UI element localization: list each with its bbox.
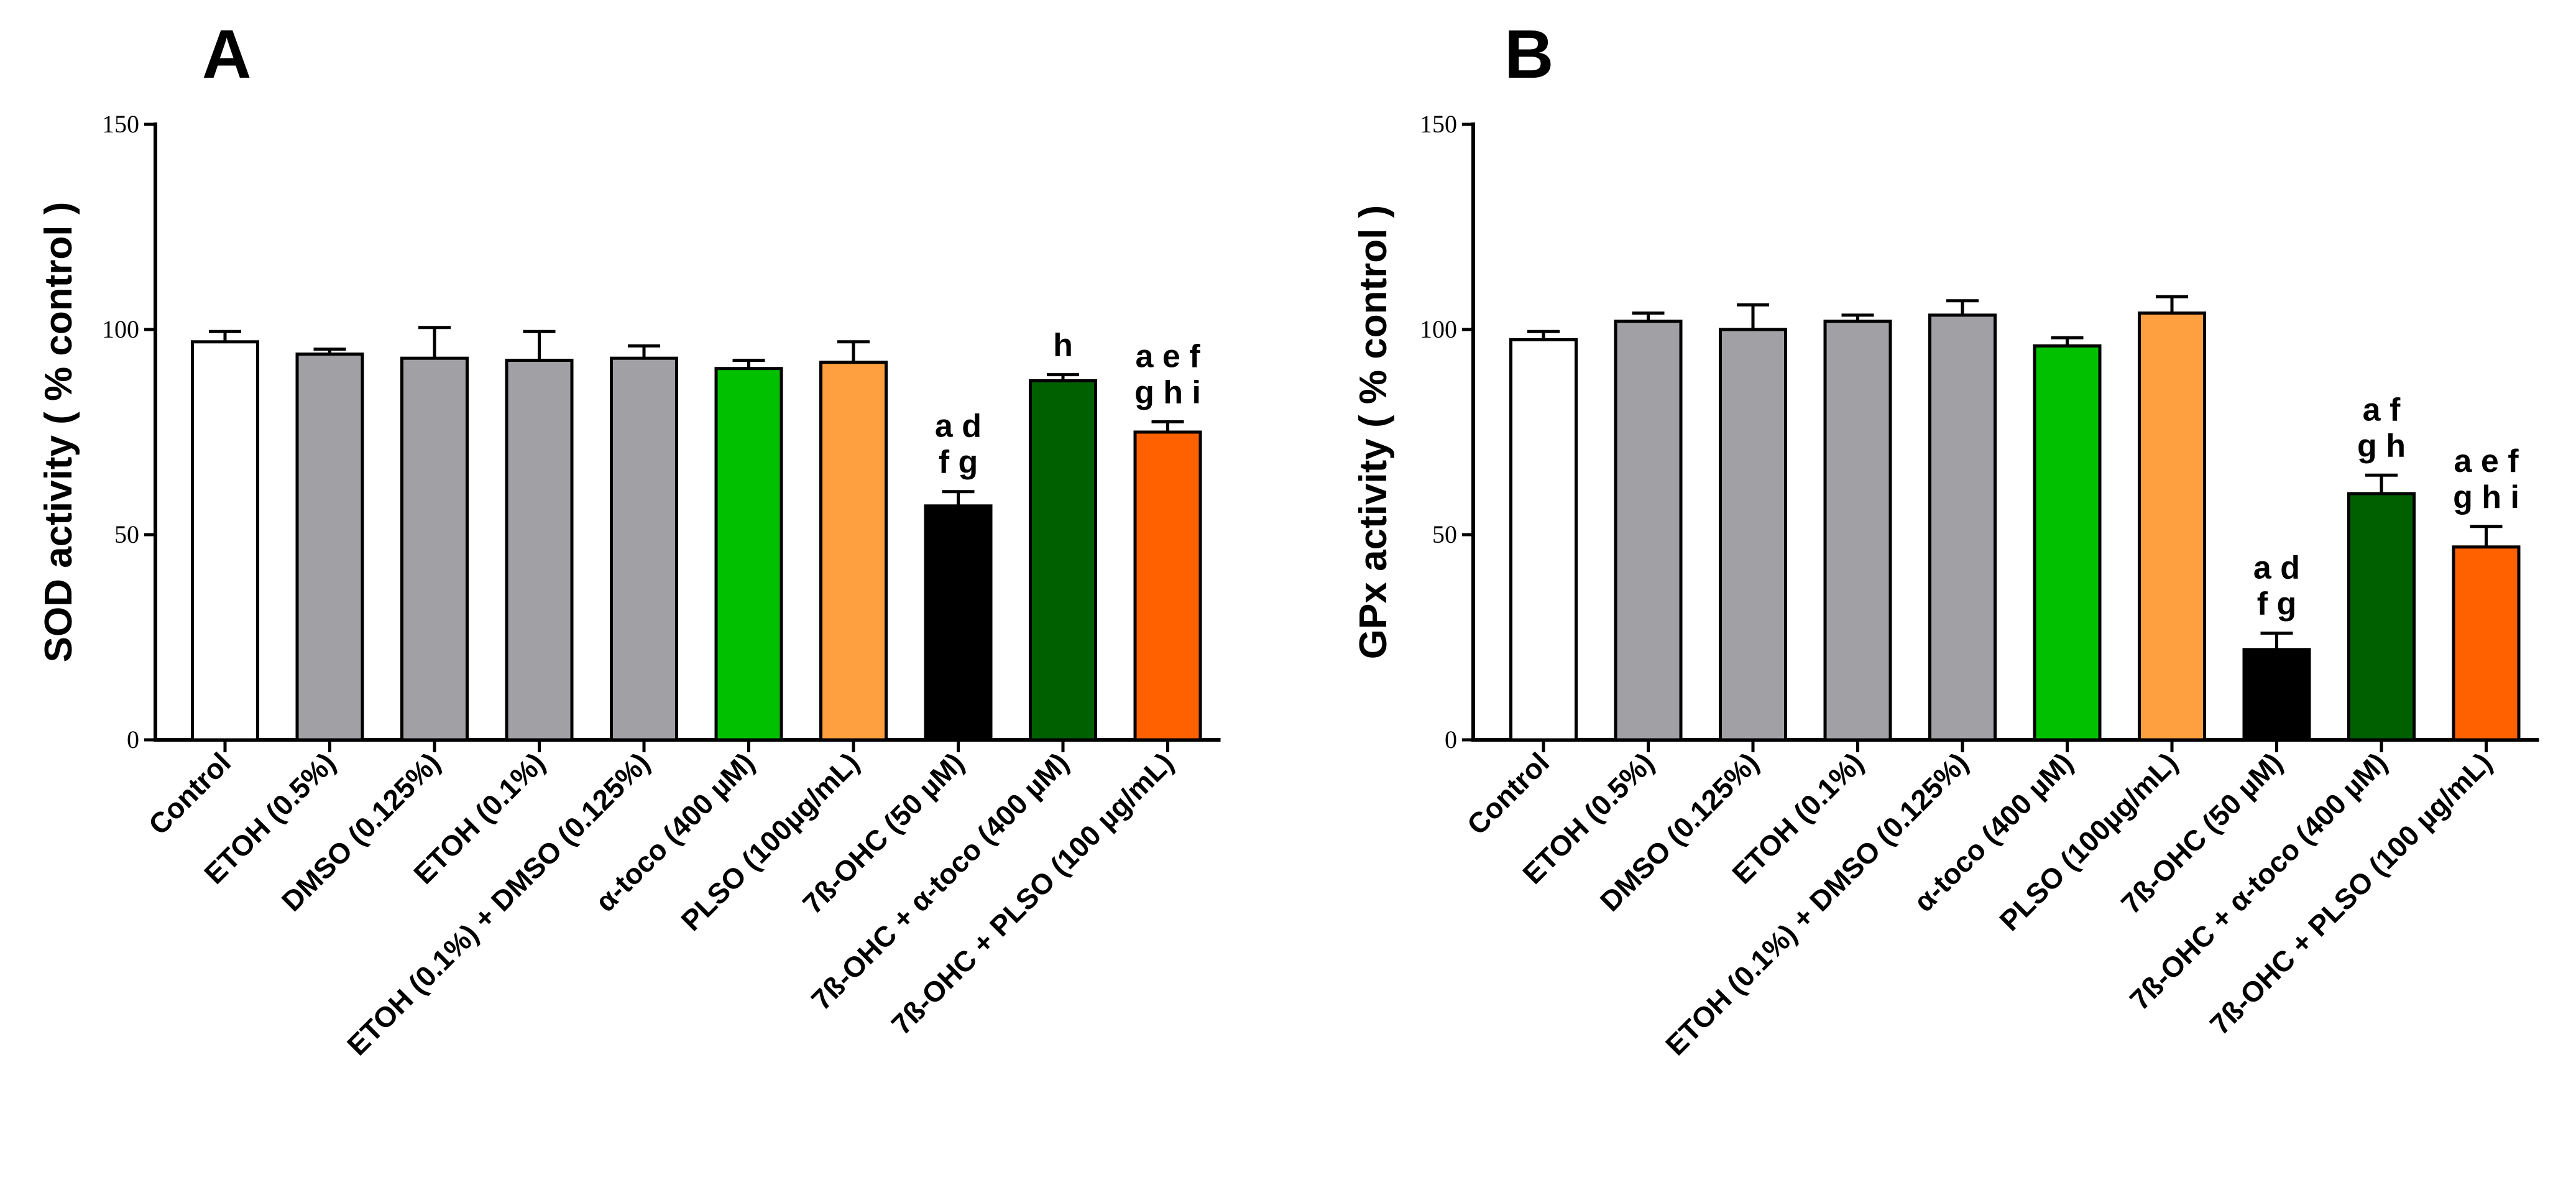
bar bbox=[1133, 430, 1202, 742]
bar bbox=[1509, 338, 1578, 742]
error-bar bbox=[2051, 336, 2084, 346]
y-tick-label: 150 bbox=[102, 110, 139, 138]
error-bar bbox=[2365, 473, 2398, 494]
bar bbox=[819, 361, 888, 742]
bar bbox=[1614, 320, 1683, 742]
panel-letter-a: A bbox=[202, 16, 251, 93]
error-bar bbox=[2156, 295, 2188, 313]
y-tick-label: 150 bbox=[1420, 110, 1457, 138]
bar bbox=[505, 359, 574, 742]
panel-a: A SOD activity ( % control ) 0 50 100 150 Con… bbox=[37, 16, 1221, 1061]
error-bar bbox=[732, 359, 765, 369]
bar bbox=[2033, 344, 2102, 742]
x-tick-label: Control bbox=[1461, 746, 1555, 841]
y-axis-label: GPx activity ( % control ) bbox=[1352, 205, 1395, 659]
x-tick-label: Control bbox=[142, 746, 237, 841]
y-tick-label: 50 bbox=[114, 520, 139, 548]
error-bar bbox=[1632, 311, 1665, 321]
error-bar bbox=[2470, 525, 2503, 547]
error-bar bbox=[837, 340, 870, 362]
panel-b: B GPx activity ( % control ) 0 50 100 150 Con… bbox=[1352, 16, 2539, 1061]
error-bar bbox=[1047, 373, 1079, 381]
error-bar bbox=[628, 344, 660, 359]
error-bar bbox=[523, 330, 556, 361]
y-tick-label: 100 bbox=[102, 315, 139, 343]
error-bar bbox=[209, 330, 241, 342]
significance-label: h bbox=[1053, 328, 1073, 364]
error-bar bbox=[313, 348, 346, 354]
bar bbox=[610, 356, 678, 742]
error-bar bbox=[1841, 313, 1874, 321]
y-axis-label: SOD activity ( % control ) bbox=[37, 202, 80, 663]
y-tick-label: 0 bbox=[1445, 726, 1457, 754]
bar bbox=[1719, 328, 1787, 742]
error-bar bbox=[1737, 303, 1769, 330]
error-bar bbox=[418, 326, 451, 359]
bar bbox=[1029, 379, 1097, 742]
bar bbox=[2452, 545, 2521, 742]
y-tick-label: 0 bbox=[127, 726, 139, 754]
y-tick-label: 50 bbox=[1432, 520, 1457, 548]
bar bbox=[1928, 313, 1997, 742]
x-tick-label: PLSO (100µg/mL) bbox=[1993, 746, 2184, 937]
x-tick-label: PLSO (100µg/mL) bbox=[674, 746, 865, 937]
bar bbox=[2347, 492, 2416, 742]
error-bar bbox=[2260, 631, 2293, 650]
bar bbox=[1823, 320, 1892, 742]
error-bar bbox=[942, 490, 975, 506]
bar bbox=[400, 356, 469, 742]
bar bbox=[924, 504, 993, 742]
error-bar bbox=[1527, 330, 1560, 340]
error-bar bbox=[1946, 299, 1979, 315]
panel-letter-b: B bbox=[1504, 16, 1553, 93]
bar bbox=[2242, 648, 2311, 742]
y-tick-label: 100 bbox=[1420, 315, 1457, 343]
bar bbox=[2138, 311, 2206, 742]
bar bbox=[295, 353, 364, 742]
bar bbox=[191, 340, 259, 742]
error-bar bbox=[1151, 420, 1184, 432]
bar bbox=[714, 367, 783, 742]
